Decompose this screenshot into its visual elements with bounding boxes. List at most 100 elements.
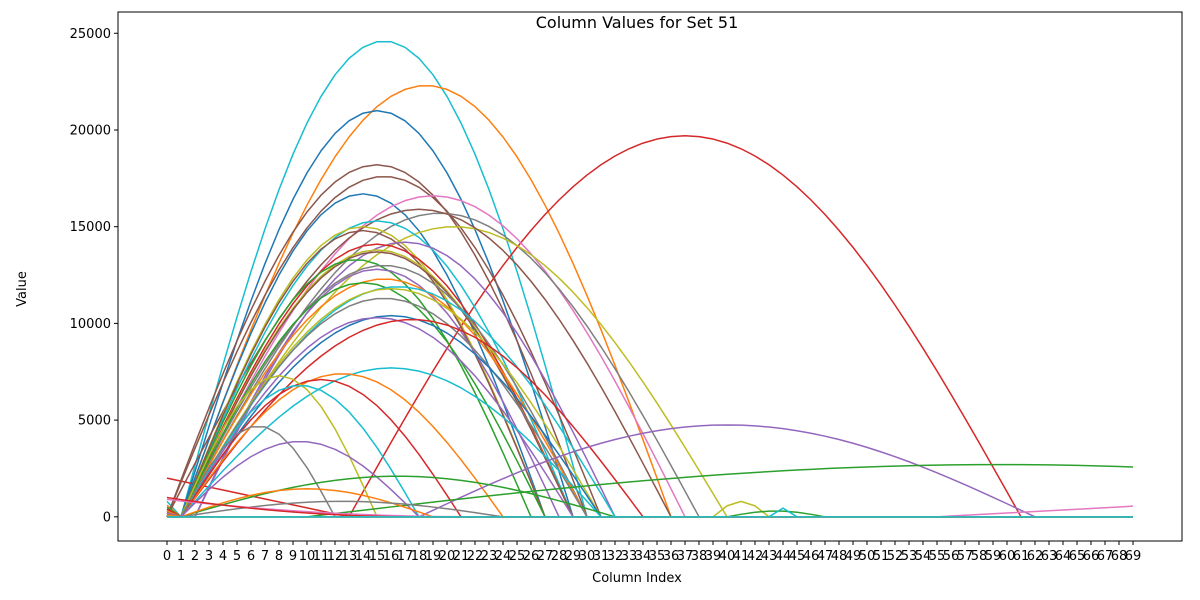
series-line-olive-a xyxy=(167,226,1133,518)
series-line-cyan-b xyxy=(166,220,1133,518)
x-tick-label: 17 xyxy=(397,549,414,564)
y-tick-label: 0 xyxy=(103,510,111,525)
x-tick-label: 0 xyxy=(163,549,171,564)
x-tick-label: 38 xyxy=(691,549,708,564)
x-tick-label: 42 xyxy=(747,549,764,564)
x-tick-label: 32 xyxy=(607,549,624,564)
y-tick-label: 5000 xyxy=(78,414,111,429)
x-tick-label: 65 xyxy=(1069,549,1086,564)
x-tick-label: 56 xyxy=(943,549,960,564)
x-tick-label: 55 xyxy=(929,549,946,564)
y-axis-ticks: 0 5000 10000 15000 20000 25000 xyxy=(70,27,118,525)
x-tick-label: 35 xyxy=(649,549,666,564)
y-tick-label: 25000 xyxy=(70,27,111,42)
x-tick-label: 49 xyxy=(845,549,862,564)
series-line-green-early xyxy=(166,475,1133,518)
x-tick-label: 24 xyxy=(495,549,512,564)
x-tick-label: 4 xyxy=(219,549,227,564)
plot-lines xyxy=(166,40,1134,518)
series-line-brown-b xyxy=(166,176,1133,518)
x-tick-label: 18 xyxy=(411,549,428,564)
x-tick-label: 37 xyxy=(677,549,694,564)
x-tick-label: 5 xyxy=(233,549,241,564)
x-tick-label: 69 xyxy=(1125,549,1142,564)
x-tick-label: 27 xyxy=(537,549,554,564)
x-tick-label: 46 xyxy=(803,549,820,564)
x-tick-label: 10 xyxy=(299,549,316,564)
x-tick-label: 36 xyxy=(663,549,680,564)
plot-frame xyxy=(117,11,1183,542)
series-line-purple-c xyxy=(166,316,1133,518)
x-tick-label: 51 xyxy=(873,549,890,564)
series-line-purple-wide xyxy=(167,424,1133,518)
x-tick-label: 14 xyxy=(355,549,372,564)
x-tick-label: 1 xyxy=(177,549,185,564)
y-tick-label: 15000 xyxy=(70,220,111,235)
x-tick-label: 33 xyxy=(621,549,638,564)
x-tick-label: 41 xyxy=(733,549,750,564)
x-tick-label: 29 xyxy=(565,549,582,564)
x-tick-label: 48 xyxy=(831,549,848,564)
x-tick-label: 25 xyxy=(509,549,526,564)
x-tick-label: 2 xyxy=(191,549,199,564)
x-tick-label: 59 xyxy=(985,549,1002,564)
x-tick-label: 21 xyxy=(453,549,470,564)
x-tick-label: 15 xyxy=(369,549,386,564)
y-axis-label: Value xyxy=(15,271,30,307)
series-line-blue-c xyxy=(166,314,1133,518)
x-tick-label: 3 xyxy=(205,549,213,564)
x-tick-label: 8 xyxy=(275,549,283,564)
x-tick-label: 57 xyxy=(957,549,974,564)
series-line-brown-d xyxy=(166,229,1133,518)
x-tick-label: 6 xyxy=(247,549,255,564)
x-tick-label: 43 xyxy=(761,549,778,564)
x-tick-label: 44 xyxy=(775,549,792,564)
x-tick-label: 68 xyxy=(1111,549,1128,564)
x-tick-label: 11 xyxy=(313,549,330,564)
x-tick-label: 62 xyxy=(1027,549,1044,564)
x-tick-label: 23 xyxy=(481,549,498,564)
series-line-olive-b xyxy=(166,225,1133,518)
x-tick-label: 9 xyxy=(289,549,297,564)
x-tick-label: 12 xyxy=(327,549,344,564)
x-tick-label: 20 xyxy=(439,549,456,564)
x-tick-label: 66 xyxy=(1083,549,1100,564)
series-line-orange-b xyxy=(166,278,1133,518)
x-tick-label: 28 xyxy=(551,549,568,564)
x-tick-label: 19 xyxy=(425,549,442,564)
x-tick-label: 53 xyxy=(901,549,918,564)
x-tick-label: 45 xyxy=(789,549,806,564)
series-line-olive-d xyxy=(166,287,1133,518)
chart-title: Column Values for Set 51 xyxy=(536,13,739,32)
x-tick-label: 63 xyxy=(1041,549,1058,564)
series-line-cyan-c xyxy=(166,286,1133,518)
x-tick-label: 22 xyxy=(467,549,484,564)
x-tick-label: 34 xyxy=(635,549,652,564)
x-tick-label: 26 xyxy=(523,549,540,564)
x-tick-label: 47 xyxy=(817,549,834,564)
series-line-blue-peak xyxy=(166,109,1133,518)
y-tick-label: 20000 xyxy=(70,123,111,138)
series-line-gray-d xyxy=(166,426,1133,518)
series-line-cyan-e xyxy=(166,385,1133,518)
x-tick-label: 7 xyxy=(261,549,269,564)
x-axis-ticks: 0 1 2 3 4 5 6 7 8 9 101112131415161718192021222324… xyxy=(163,541,1141,564)
series-line-blue-b xyxy=(166,193,1133,518)
x-tick-label: 13 xyxy=(341,549,358,564)
x-tick-label: 40 xyxy=(719,549,736,564)
x-tick-label: 16 xyxy=(383,549,400,564)
y-tick-label: 10000 xyxy=(70,317,111,332)
x-tick-label: 60 xyxy=(999,549,1016,564)
x-tick-label: 58 xyxy=(971,549,988,564)
x-tick-label: 61 xyxy=(1013,549,1030,564)
x-tick-label: 52 xyxy=(887,549,904,564)
x-tick-label: 64 xyxy=(1055,549,1072,564)
x-tick-label: 31 xyxy=(593,549,610,564)
x-axis-label: Column Index xyxy=(592,571,682,586)
x-tick-label: 39 xyxy=(705,549,722,564)
x-tick-label: 54 xyxy=(915,549,932,564)
x-tick-label: 50 xyxy=(859,549,876,564)
series-line-purple-d xyxy=(166,440,1133,518)
